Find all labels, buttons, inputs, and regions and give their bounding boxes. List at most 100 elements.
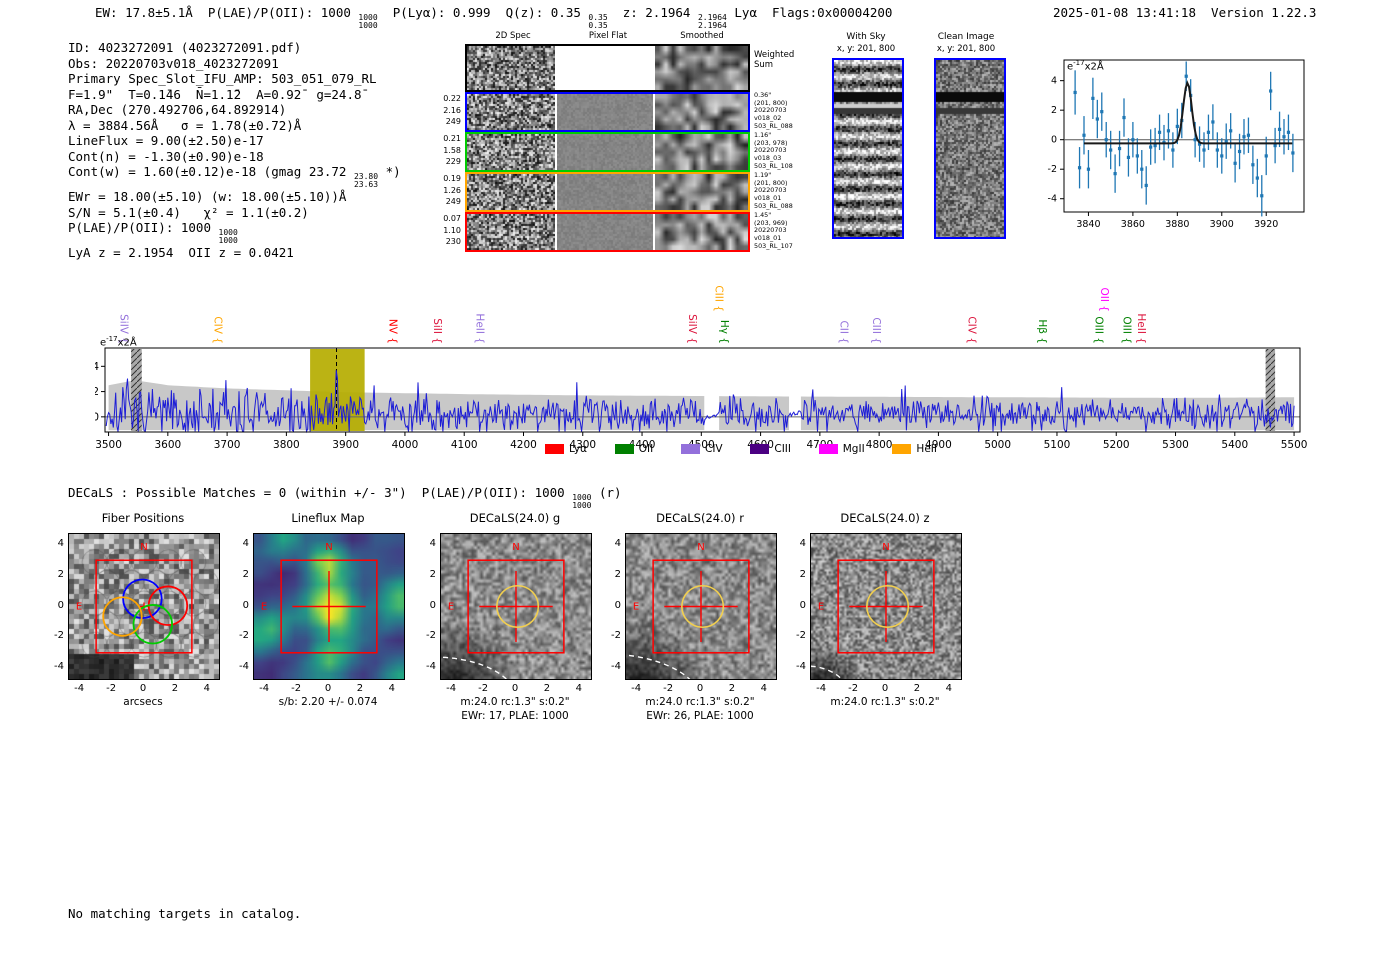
legend-swatch — [750, 444, 770, 454]
cutout-left-label: 0.19 — [443, 174, 461, 183]
info-line: λ = 3884.56Å σ = 1.78(±0.72)Å — [68, 117, 302, 133]
cutout-left-label: 1.26 — [443, 185, 461, 195]
hatched-band — [1265, 349, 1276, 431]
info-line: S/N = 5.1(±0.4) χ² = 1.1(±0.2) — [68, 204, 309, 220]
line-fit-inset-plot: 3840 3860 3880 3900 3920 -4 -2 0 2 4 — [1048, 59, 1305, 230]
panel-x-tick: 2 — [913, 683, 921, 694]
cutout-right-label: 503_RL_108 — [754, 161, 793, 170]
fiber-circle — [102, 596, 143, 637]
weighted-sum-row — [465, 44, 750, 92]
panel-xlabel: s/b: 2.20 +/- 0.074 — [278, 696, 378, 708]
cutout-right-label: (201, 800) — [754, 178, 788, 187]
panel-y-tick: -2 — [611, 630, 621, 642]
panel-x-tick: 0 — [139, 683, 147, 694]
east-label: E — [818, 602, 824, 613]
panel-y-tick: 4 — [57, 537, 64, 549]
spectrum-line-label: CIII { — [870, 317, 882, 344]
cutout-row-right-labels: 1.45" (203, 969) 20220703 v018_01 503_RL_107 — [754, 211, 793, 251]
panel-xlabel: m:24.0 rc:1.3" s:0.2" — [645, 696, 755, 708]
panel-x-tick: 0 — [511, 683, 519, 694]
spectrum-x-tick: 5200 — [1103, 439, 1130, 451]
cutout-right-label: 1.45" — [754, 211, 772, 219]
spectrum-line-label: SiII { — [431, 318, 443, 344]
panel-x-tick: -4 — [259, 683, 270, 694]
info-line: P(LAE)/P(OII): 1000 1000 1000 — [68, 220, 238, 245]
inset-y-tick: 4 — [1051, 76, 1057, 87]
weighted-sum-label: Weighted Sum — [754, 50, 795, 70]
inset-flux-units: e-17x2Å — [1067, 59, 1104, 73]
north-label: N — [140, 542, 147, 553]
info-line: EWr = 18.00(±5.10) (w: 18.00(±5.10))Å — [68, 189, 347, 204]
contour-line — [626, 654, 691, 679]
cutout-left-label: 229 — [445, 157, 461, 166]
panel-overlay: NE — [76, 542, 193, 654]
panel-x-tick: -4 — [74, 683, 85, 694]
inset-x-tick: 3920 — [1254, 219, 1278, 230]
cutout-right-label: 20220703 — [754, 186, 787, 195]
cutout-left-label: 0.22 — [443, 94, 461, 103]
panel-x-tick: 0 — [324, 683, 332, 694]
stacked-fraction: 0.35 0.35 — [588, 13, 608, 30]
east-label: E — [633, 602, 639, 613]
inset-x-tick: 3880 — [1165, 219, 1189, 230]
with-sky-canvas — [834, 60, 902, 237]
north-label: N — [512, 542, 519, 553]
panel-y-tick: -2 — [239, 630, 249, 642]
smoothed-canvas — [655, 214, 748, 250]
inset-x-tick: 3840 — [1076, 219, 1100, 230]
col-title-smoothed: Smoothed — [680, 31, 724, 41]
stacked-fraction: 23.80 23.63 — [353, 172, 379, 189]
panel-overlay: NE — [626, 542, 750, 679]
panel-xlabel2: EWr: 26, PLAE: 1000 — [646, 710, 754, 722]
panel-y-tick: 4 — [242, 537, 249, 549]
cutout-2dspec-canvas — [467, 46, 555, 90]
cutout-row-right-labels: 1.19" (201, 800) 20220703 v018_01 503_RL_088 — [754, 171, 793, 211]
contour-line — [811, 665, 843, 679]
cutout-right-label: 503_RL_088 — [754, 201, 793, 210]
decals-header: DECaLS : Possible Matches = 0 (within +/… — [68, 485, 622, 510]
stacked-fraction: 1000 1000 — [218, 228, 238, 245]
cutout-left-label: 1.10 — [443, 225, 461, 235]
aperture-circle — [866, 584, 910, 629]
contour-line — [441, 656, 508, 679]
east-label: E — [448, 602, 454, 613]
cutout-left-label: 2.16 — [443, 105, 461, 115]
cutout-right-label: v018_03 — [754, 154, 782, 163]
cutout-row-left-labels: 0.19 1.26 249 — [419, 173, 461, 208]
spectrum-line-label: OII { — [1098, 288, 1110, 312]
stacked-fraction: 1000 1000 — [358, 13, 378, 30]
east-label: E — [261, 602, 267, 613]
field-box — [837, 559, 935, 654]
panel-title: Lineflux Map — [291, 511, 365, 525]
panel-y-tick: -2 — [54, 630, 64, 642]
spectrum-line-label: NV { — [387, 319, 399, 344]
col-title-2dspec: 2D Spec — [495, 31, 531, 41]
cutout-left-label: 1.58 — [443, 145, 461, 155]
legend-item: CIII — [750, 443, 791, 455]
cutout-right-label: (203, 969) — [754, 218, 788, 227]
panel-y-tick: -2 — [426, 630, 436, 642]
spectrum-line-label: CII { — [838, 320, 850, 344]
spectrum-y-tick: 2 — [95, 386, 99, 398]
spectrum-line-label: SiIV { — [117, 314, 129, 344]
inset-y-tick: 2 — [1051, 105, 1057, 116]
spectrum-line-label: CIV { — [212, 316, 224, 344]
legend-swatch — [545, 444, 564, 454]
panel-xlabel: arcsecs — [123, 696, 163, 708]
inset-y-tick: -4 — [1048, 194, 1057, 205]
panel-xlabel: m:24.0 rc:1.3" s:0.2" — [460, 696, 570, 708]
fiber-circle — [132, 604, 173, 645]
clean-image-title: Clean Image — [937, 32, 995, 42]
spectrum-line-label: OIII { — [1092, 316, 1104, 344]
spectrum-x-tick: 3600 — [154, 439, 181, 451]
spectrum-y-tick: 0 — [95, 411, 99, 423]
spectrum-line-label: OIII { — [1120, 316, 1132, 344]
spectrum-x-tick: 4400 — [629, 439, 656, 451]
legend-item: OII — [614, 443, 653, 455]
spectrum-x-tick: 5400 — [1221, 439, 1248, 451]
panel-y-tick: 2 — [429, 568, 436, 580]
